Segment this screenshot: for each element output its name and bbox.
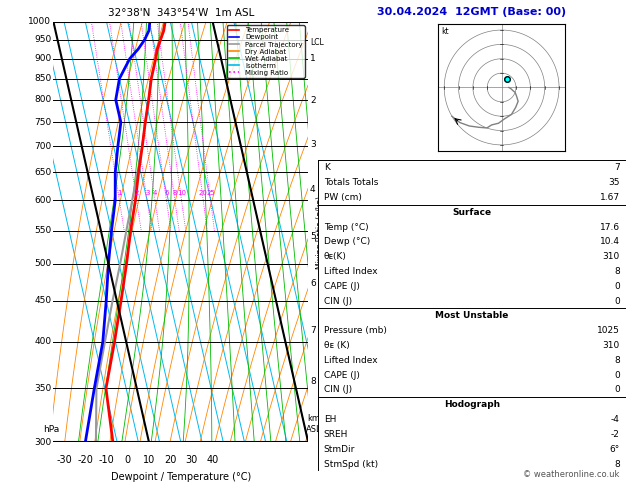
- Text: 1000: 1000: [28, 17, 52, 26]
- Text: 30.04.2024  12GMT (Base: 00): 30.04.2024 12GMT (Base: 00): [377, 7, 566, 17]
- Text: StmSpd (kt): StmSpd (kt): [324, 460, 378, 469]
- Text: hPa: hPa: [43, 425, 60, 434]
- Text: 450: 450: [34, 296, 52, 305]
- Text: 2: 2: [135, 190, 139, 196]
- Text: 10: 10: [143, 455, 155, 465]
- Text: Most Unstable: Most Unstable: [435, 312, 508, 320]
- Text: 750: 750: [34, 118, 52, 127]
- Text: km
ASL: km ASL: [306, 415, 321, 434]
- Text: 650: 650: [34, 168, 52, 177]
- Text: Mixing Ratio (g/kg): Mixing Ratio (g/kg): [316, 195, 325, 269]
- Text: 1025: 1025: [597, 326, 620, 335]
- Text: 310: 310: [603, 252, 620, 261]
- Text: 800: 800: [34, 95, 52, 104]
- Text: kt: kt: [442, 27, 449, 36]
- Text: LCL: LCL: [310, 38, 324, 47]
- Text: θᴇ(K): θᴇ(K): [324, 252, 347, 261]
- Text: 0: 0: [614, 385, 620, 395]
- Text: 2: 2: [310, 96, 316, 105]
- Text: 17.6: 17.6: [599, 223, 620, 231]
- Text: Lifted Index: Lifted Index: [324, 356, 377, 365]
- Text: 10: 10: [177, 190, 186, 196]
- Text: 500: 500: [34, 260, 52, 268]
- Text: 1: 1: [117, 190, 121, 196]
- Text: 950: 950: [34, 35, 52, 44]
- Text: -30: -30: [56, 455, 72, 465]
- Text: 7: 7: [310, 326, 316, 335]
- Text: 35: 35: [608, 178, 620, 187]
- Text: 10.4: 10.4: [599, 237, 620, 246]
- Text: Dewp (°C): Dewp (°C): [324, 237, 370, 246]
- Text: Hodograph: Hodograph: [443, 400, 500, 409]
- Text: 5: 5: [310, 232, 316, 241]
- Text: 8: 8: [172, 190, 177, 196]
- Text: 3: 3: [310, 140, 316, 149]
- Text: -4: -4: [611, 415, 620, 424]
- Text: EH: EH: [324, 415, 336, 424]
- Text: 20: 20: [199, 190, 208, 196]
- Text: 0: 0: [125, 455, 131, 465]
- Text: Dewpoint / Temperature (°C): Dewpoint / Temperature (°C): [111, 472, 251, 482]
- Text: SREH: SREH: [324, 430, 348, 439]
- Text: 25: 25: [206, 190, 215, 196]
- Text: 300: 300: [34, 438, 52, 447]
- Text: CAPE (J): CAPE (J): [324, 371, 360, 380]
- Text: 900: 900: [34, 54, 52, 63]
- Text: -20: -20: [77, 455, 93, 465]
- Text: 1: 1: [310, 54, 316, 63]
- Text: Totals Totals: Totals Totals: [324, 178, 378, 187]
- Text: 1.67: 1.67: [599, 193, 620, 202]
- Text: CIN (J): CIN (J): [324, 296, 352, 306]
- Text: -2: -2: [611, 430, 620, 439]
- Text: 0: 0: [614, 371, 620, 380]
- Text: 400: 400: [34, 337, 52, 347]
- Text: © weatheronline.co.uk: © weatheronline.co.uk: [523, 469, 620, 479]
- Text: Lifted Index: Lifted Index: [324, 267, 377, 276]
- Text: PW (cm): PW (cm): [324, 193, 362, 202]
- Text: 0: 0: [614, 282, 620, 291]
- Text: 550: 550: [34, 226, 52, 235]
- Text: θᴇ (K): θᴇ (K): [324, 341, 350, 350]
- Text: -10: -10: [99, 455, 114, 465]
- Text: 600: 600: [34, 196, 52, 205]
- Text: Surface: Surface: [452, 208, 491, 217]
- Text: Temp (°C): Temp (°C): [324, 223, 369, 231]
- Text: 40: 40: [206, 455, 219, 465]
- Text: 30: 30: [186, 455, 198, 465]
- Text: K: K: [324, 163, 330, 172]
- Text: 20: 20: [164, 455, 176, 465]
- Text: 0: 0: [614, 296, 620, 306]
- Text: 850: 850: [34, 74, 52, 83]
- Text: 8: 8: [614, 356, 620, 365]
- Text: 8: 8: [310, 377, 316, 386]
- Legend: Temperature, Dewpoint, Parcel Trajectory, Dry Adiabat, Wet Adiabat, Isotherm, Mi: Temperature, Dewpoint, Parcel Trajectory…: [227, 25, 304, 78]
- Text: Pressure (mb): Pressure (mb): [324, 326, 387, 335]
- Text: 350: 350: [34, 384, 52, 393]
- Text: 32°38'N  343°54'W  1m ASL: 32°38'N 343°54'W 1m ASL: [108, 8, 254, 17]
- Text: CAPE (J): CAPE (J): [324, 282, 360, 291]
- Text: 4: 4: [310, 186, 316, 194]
- Text: 700: 700: [34, 142, 52, 151]
- Text: 6°: 6°: [610, 445, 620, 454]
- Text: 6: 6: [310, 279, 316, 288]
- Text: 8: 8: [614, 460, 620, 469]
- Text: StmDir: StmDir: [324, 445, 355, 454]
- Text: 8: 8: [614, 267, 620, 276]
- Text: 3: 3: [145, 190, 150, 196]
- Text: 310: 310: [603, 341, 620, 350]
- Text: 4: 4: [153, 190, 157, 196]
- Text: 7: 7: [614, 163, 620, 172]
- Text: 6: 6: [164, 190, 169, 196]
- Text: CIN (J): CIN (J): [324, 385, 352, 395]
